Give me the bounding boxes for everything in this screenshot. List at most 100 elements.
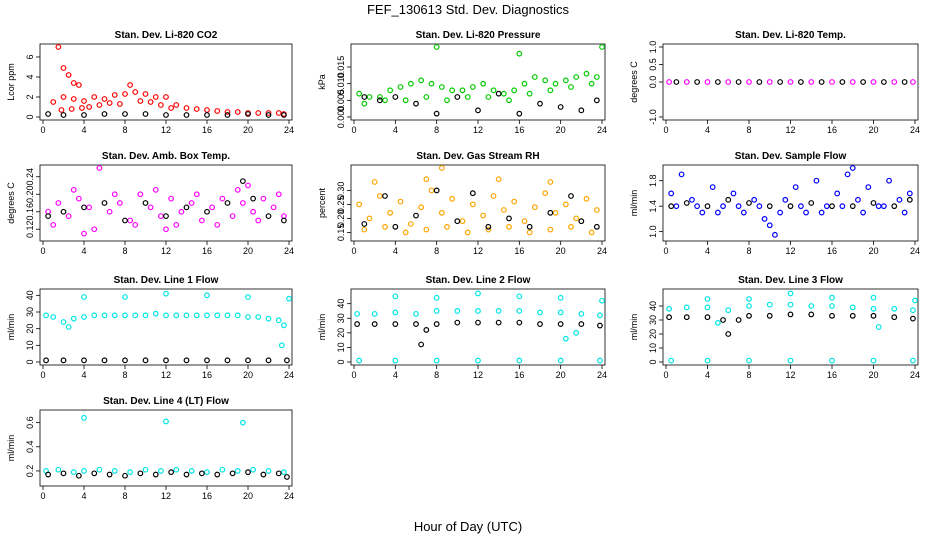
data-point bbox=[245, 469, 251, 476]
data-point bbox=[896, 196, 903, 203]
data-point bbox=[122, 294, 128, 300]
x-tick-label: 0 bbox=[351, 246, 356, 256]
data-point bbox=[568, 193, 574, 199]
data-point bbox=[50, 99, 57, 105]
x-tick-label: 12 bbox=[161, 246, 171, 256]
x-tick-label: 24 bbox=[910, 370, 920, 380]
data-point bbox=[106, 208, 113, 215]
y-tick-label: 1.0 bbox=[648, 225, 658, 238]
data-point bbox=[829, 294, 835, 301]
data-point bbox=[250, 208, 257, 215]
y-tick-label: 40 bbox=[25, 290, 35, 300]
data-point bbox=[70, 96, 77, 102]
data-point bbox=[818, 209, 825, 216]
data-point bbox=[234, 186, 241, 193]
data-point bbox=[506, 97, 512, 104]
data-point bbox=[183, 112, 190, 118]
x-tick-label: 20 bbox=[868, 370, 878, 380]
data-point bbox=[668, 203, 675, 210]
y-tick-label: 0.005 bbox=[336, 89, 346, 112]
data-point bbox=[557, 321, 564, 327]
data-point bbox=[552, 80, 559, 87]
data-point bbox=[361, 221, 368, 227]
x-tick-label: 20 bbox=[556, 246, 566, 256]
data-point bbox=[485, 223, 492, 230]
x-tick-label: 16 bbox=[827, 246, 837, 256]
x-tick-label: 20 bbox=[556, 125, 566, 135]
data-point bbox=[245, 314, 251, 320]
data-point bbox=[116, 200, 123, 206]
data-point bbox=[376, 97, 383, 104]
data-point bbox=[808, 311, 815, 318]
y-tick-label: 10 bbox=[336, 342, 346, 352]
y-axis-label: degrees C bbox=[629, 61, 639, 103]
data-point bbox=[593, 207, 600, 213]
data-point bbox=[183, 204, 190, 211]
data-point bbox=[183, 105, 190, 111]
chart-panel: Stan. Dev. Li-820 Temp. 0 4 8 12 16 20 24 -1.0 0.… bbox=[629, 30, 920, 135]
x-tick-label: 24 bbox=[284, 491, 294, 501]
data-point bbox=[531, 204, 538, 211]
data-point bbox=[875, 324, 882, 330]
data-point bbox=[787, 357, 794, 364]
x-tick-label: 24 bbox=[284, 246, 294, 256]
data-point bbox=[694, 203, 701, 210]
data-point bbox=[751, 196, 758, 203]
data-point bbox=[168, 469, 175, 476]
y-tick-label: 6 bbox=[25, 54, 35, 59]
data-point bbox=[787, 203, 794, 210]
data-point bbox=[157, 213, 164, 220]
data-point bbox=[43, 357, 49, 364]
x-tick-label: 20 bbox=[868, 246, 878, 256]
data-point bbox=[275, 110, 282, 116]
data-point bbox=[678, 171, 685, 178]
data-point bbox=[725, 196, 732, 203]
y-tick-label: 0.25 bbox=[336, 196, 346, 214]
data-point bbox=[735, 317, 742, 323]
data-point bbox=[234, 312, 241, 319]
data-point bbox=[70, 186, 77, 193]
y-axis-label: ml/min bbox=[629, 314, 639, 341]
data-point bbox=[163, 226, 169, 233]
data-point bbox=[454, 319, 461, 326]
data-point bbox=[163, 357, 169, 364]
data-point bbox=[906, 196, 913, 203]
data-point bbox=[163, 213, 169, 220]
data-point bbox=[475, 308, 481, 314]
data-point bbox=[818, 79, 825, 85]
data-point bbox=[683, 79, 690, 85]
data-point bbox=[526, 90, 533, 97]
data-point bbox=[163, 112, 169, 118]
data-point bbox=[122, 472, 128, 479]
x-tick-label: 8 bbox=[746, 125, 751, 135]
data-point bbox=[188, 468, 195, 474]
data-point bbox=[101, 96, 108, 102]
x-tick-label: 16 bbox=[202, 491, 212, 501]
data-point bbox=[777, 79, 784, 85]
data-point bbox=[86, 104, 93, 110]
y-tick-label: 0.24 bbox=[25, 168, 35, 186]
data-point bbox=[75, 82, 82, 88]
data-point bbox=[542, 190, 549, 197]
data-point bbox=[849, 203, 856, 210]
data-point bbox=[86, 204, 93, 211]
data-series bbox=[354, 319, 603, 348]
data-point bbox=[844, 171, 851, 178]
data-series bbox=[43, 414, 287, 476]
data-series bbox=[673, 79, 908, 85]
data-point bbox=[562, 201, 569, 208]
panel-title: Stan. Dev. Li-820 CO2 bbox=[115, 30, 218, 41]
y-tick-label: 0.4 bbox=[25, 441, 35, 454]
data-point bbox=[106, 100, 113, 106]
data-series bbox=[666, 79, 916, 85]
data-point bbox=[433, 308, 440, 314]
data-point bbox=[55, 466, 62, 473]
data-point bbox=[101, 357, 108, 364]
data-point bbox=[792, 184, 799, 190]
y-tick-label: 0.20 bbox=[336, 210, 346, 228]
data-point bbox=[127, 217, 134, 224]
figure-title: FEF_130613 Std. Dev. Diagnostics bbox=[367, 2, 570, 17]
data-point bbox=[870, 79, 877, 85]
data-point bbox=[423, 327, 430, 333]
data-point bbox=[60, 112, 67, 118]
